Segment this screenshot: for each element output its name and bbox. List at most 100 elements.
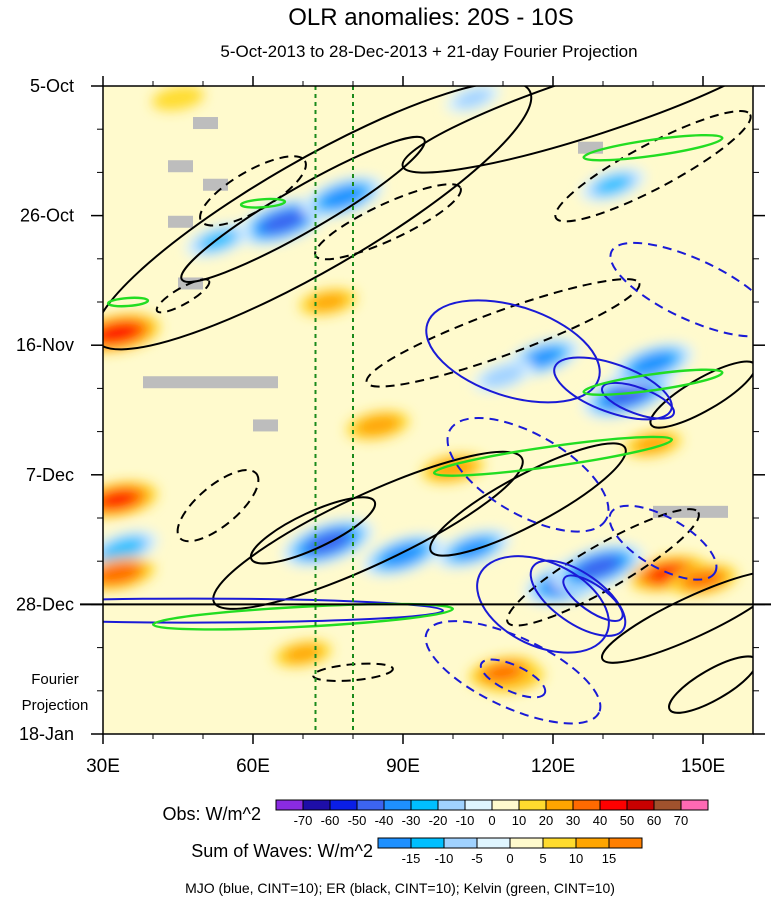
legend-swatch	[599, 799, 628, 811]
legend-waves-label: Sum of Waves: W/m^2	[191, 841, 373, 861]
legend-swatch	[410, 799, 439, 811]
legend-level-label: -30	[402, 813, 421, 828]
anomaly-blob	[434, 528, 512, 570]
wave-contour-er	[249, 496, 377, 565]
legend-level-label: 10	[569, 851, 583, 866]
legend-swatch	[653, 799, 682, 811]
legend-level-label: 50	[620, 813, 634, 828]
wave-contour-mjo	[425, 299, 601, 404]
legend-level-label: 10	[512, 813, 526, 828]
anomaly-level	[606, 383, 650, 406]
missing-data-span	[253, 419, 278, 432]
wave-contour-kelvin	[582, 133, 724, 162]
legend-level-label: 0	[506, 851, 513, 866]
anomaly-blob	[551, 543, 645, 592]
x-tick-label: 120E	[531, 756, 575, 777]
legend-swatch	[377, 837, 412, 849]
missing-data-span	[653, 505, 728, 518]
wave-contour-mjo	[446, 417, 610, 533]
wave-contour-mjo	[609, 241, 753, 338]
legend-swatch	[275, 799, 304, 811]
anomaly-blob	[103, 530, 159, 568]
legend-swatch	[572, 799, 601, 811]
legend-obs-label: Obs: W/m^2	[163, 804, 261, 824]
legend-waves: Sum of Waves: W/m^2 -15 -10 -5 0 5 10 15	[191, 837, 643, 866]
y-tick-label: 7-Dec	[26, 465, 74, 485]
anomaly-blob	[103, 313, 161, 352]
anomaly-level	[576, 556, 620, 579]
wave-contour-mjo	[601, 381, 675, 420]
legend-swatch	[443, 837, 478, 849]
anomaly-level	[595, 175, 631, 195]
wave-contour-mjo	[608, 504, 718, 581]
anomaly-blob	[579, 167, 647, 203]
legend-swatch	[329, 799, 358, 811]
y-tick-label: 5-Oct	[30, 76, 74, 96]
legend-swatch	[476, 837, 511, 849]
legend-swatch	[464, 799, 493, 811]
anomaly-level	[631, 352, 675, 375]
anomaly-blob	[103, 481, 158, 518]
wave-contour-er	[401, 86, 753, 174]
x-tick-label: 60E	[236, 756, 270, 777]
anomaly-blob	[274, 640, 332, 667]
legend-swatch	[542, 837, 577, 849]
legend-level-label: -40	[375, 813, 394, 828]
missing-data-span	[168, 215, 193, 228]
legend-obs: Obs: W/m^2 -70 -60 -50 -40 -30 -20 -10 0 10 20 30 4…	[163, 799, 709, 828]
legend-level-label: 30	[566, 813, 580, 828]
legend-level-label: -50	[348, 813, 367, 828]
anomaly-level	[308, 293, 348, 311]
legend-level-label: 40	[593, 813, 607, 828]
anomaly-level	[103, 322, 140, 343]
wave-contour-er	[180, 135, 426, 283]
wave-contour-er	[600, 569, 753, 664]
plot-area	[103, 86, 753, 734]
legend-level-label: 20	[539, 813, 553, 828]
anomaly-level	[103, 563, 141, 584]
legend-swatch	[491, 799, 520, 811]
wave-contour-mjo	[479, 658, 547, 699]
anomaly-level	[283, 644, 323, 663]
legend-swatch	[608, 837, 643, 849]
wave-contour-mjo	[562, 574, 624, 622]
legend-level-label: 0	[488, 813, 495, 828]
wave-contour-er	[155, 278, 211, 314]
legend-swatch	[545, 799, 574, 811]
wave-contour-kelvin	[432, 435, 674, 477]
anomaly-level	[355, 414, 401, 436]
plot-background	[103, 86, 753, 734]
x-tick-label: 30E	[86, 756, 120, 777]
anomaly-blob	[152, 86, 204, 111]
missing-data-span	[193, 117, 218, 130]
legend-swatch	[356, 799, 385, 811]
wave-contour-kelvin	[152, 602, 454, 631]
missing-data-span	[168, 160, 193, 173]
legend-level-label: -10	[456, 813, 475, 828]
wave-contour-er	[212, 450, 524, 610]
legend-level-label: -10	[435, 851, 454, 866]
y-tick-label: 26-Oct	[20, 206, 74, 226]
anomaly-level	[103, 537, 145, 561]
legend-swatch	[680, 799, 709, 811]
anomaly-blob	[346, 411, 410, 440]
legend-swatch	[626, 799, 655, 811]
caption: MJO (blue, CINT=10); ER (black, CINT=10)…	[185, 880, 615, 896]
wave-contour-mjo	[424, 620, 602, 725]
wave-contour-er	[429, 442, 627, 557]
wave-contour-er	[649, 360, 753, 429]
anomaly-level	[633, 434, 673, 453]
legend-level-label: 60	[647, 813, 661, 828]
chart-title: OLR anomalies: 20S - 10S	[288, 4, 573, 31]
legend-level-label: -70	[294, 813, 313, 828]
wave-contour-mjo	[103, 597, 444, 624]
anomaly-level	[484, 663, 522, 681]
anomaly-level	[381, 543, 425, 567]
wave-contour-er	[365, 278, 641, 388]
legend-swatch	[509, 837, 544, 849]
legend-level-label: 15	[602, 851, 616, 866]
wave-contour-kelvin	[582, 368, 724, 396]
anomaly-blob	[445, 86, 501, 114]
forecast-label-line2: Projection	[22, 697, 89, 714]
